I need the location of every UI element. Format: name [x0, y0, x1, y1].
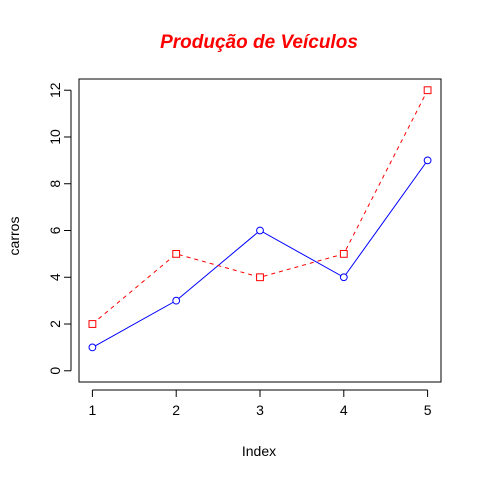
y-tick-label: 0 [47, 367, 63, 375]
x-tick-label: 1 [89, 402, 97, 418]
x-axis-label: Index [242, 443, 276, 459]
series-line-1 [92, 160, 428, 348]
y-tick-label: 4 [47, 273, 63, 281]
x-tick-label: 4 [340, 402, 348, 418]
y-tick-label: 6 [47, 226, 63, 234]
y-tick-label: 2 [47, 320, 63, 328]
x-tick-label: 3 [256, 402, 264, 418]
series-line-2 [92, 89, 429, 325]
series-group [88, 86, 432, 352]
series-1-point [256, 226, 264, 235]
series-1-point [88, 343, 97, 352]
series-2-point [423, 86, 432, 95]
y-tick-label: 10 [47, 129, 63, 145]
series-1-point [172, 296, 181, 305]
chart-title: Produção de Veículos [160, 32, 358, 53]
plot-frame [78, 78, 442, 383]
series-2-point [88, 320, 97, 328]
y-tick-label: 12 [47, 82, 63, 98]
x-tick-label: 5 [424, 402, 432, 418]
y-tick-label: 8 [47, 180, 63, 188]
series-2-point [256, 273, 264, 282]
series-2-point [339, 249, 348, 258]
series-1-point [423, 156, 432, 165]
series-2-point [172, 249, 181, 258]
x-tick-label: 2 [172, 402, 180, 418]
y-axis-label: carros [6, 217, 22, 256]
series-1-point [339, 273, 348, 282]
